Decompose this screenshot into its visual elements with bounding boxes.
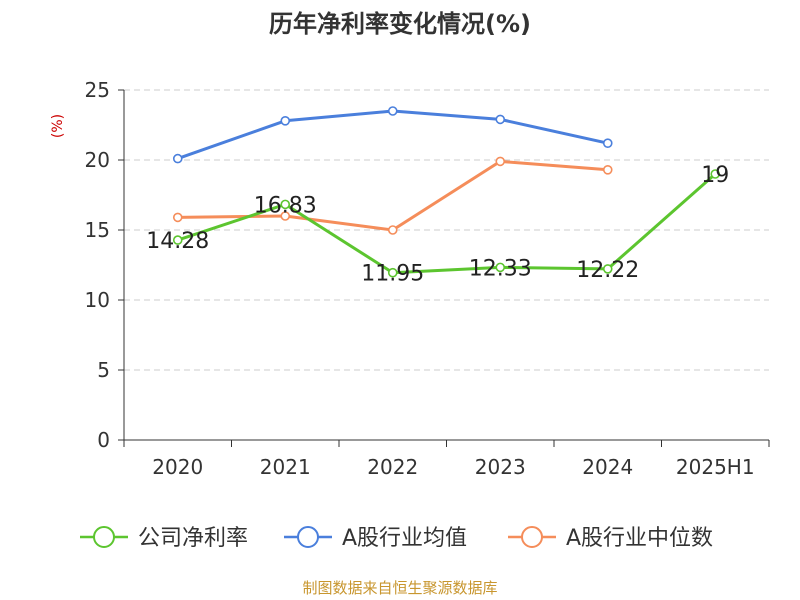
data-label: 11.95 [361, 262, 424, 287]
legend-marker [521, 526, 543, 548]
data-point [280, 211, 291, 221]
data-point [602, 138, 613, 148]
data-point [495, 156, 506, 167]
legend[interactable]: 公司净利率 A股行业均值 A股行业中位数 [80, 526, 713, 551]
data-point [602, 264, 613, 274]
y-tick-label: 0 [97, 428, 110, 452]
grid-lines [124, 89, 769, 371]
data-point [602, 165, 613, 175]
legend-marker [93, 526, 115, 548]
data-point [387, 267, 398, 278]
legend-marker [297, 526, 319, 548]
y-tick-label: 25 [85, 78, 110, 102]
legend-item[interactable]: A股行业中位数 [508, 526, 713, 551]
chart-title: 历年净利率变化情况(%) [269, 10, 531, 38]
x-tick-label: 2022 [367, 455, 418, 479]
data-label: 12.33 [469, 256, 532, 281]
data-point [172, 235, 183, 245]
legend-label: A股行业均值 [342, 526, 467, 551]
source-note: 制图数据来自恒生聚源数据库 [302, 579, 497, 597]
x-tick-label: 2023 [475, 455, 526, 479]
data-point [172, 212, 183, 223]
x-tick-label: 2025H1 [676, 455, 755, 479]
x-tick-label: 2020 [152, 455, 203, 479]
data-point [387, 225, 398, 235]
data-point [495, 262, 506, 273]
data-point [172, 153, 183, 164]
x-tick-label: 2021 [260, 455, 311, 479]
data-point [495, 114, 506, 125]
y-tick-label: 20 [85, 148, 110, 172]
legend-label: 公司净利率 [138, 526, 248, 551]
data-point [280, 199, 291, 210]
axes: 0 5 10 15 20 25 2020 2021 2022 2023 2024 2025H1 [85, 78, 770, 479]
y-tick-label: 5 [97, 358, 110, 382]
series-lines [172, 106, 721, 278]
data-point [387, 106, 398, 116]
series-line [177, 109, 609, 161]
data-label: 19 [701, 163, 729, 188]
y-tick-label: 15 [85, 218, 110, 242]
data-labels: 14.28 16.83 11.95 12.33 12.22 19 [146, 163, 729, 287]
data-point [280, 116, 291, 126]
data-label: 12.22 [576, 258, 639, 283]
y-tick-label: 10 [85, 288, 110, 312]
legend-label: A股行业中位数 [566, 526, 713, 551]
legend-item[interactable]: 公司净利率 [80, 526, 248, 551]
series-line [177, 172, 717, 275]
data-point [710, 169, 721, 179]
x-tick-label: 2024 [582, 455, 633, 479]
y-axis-label: (%) [50, 114, 66, 138]
data-label: 14.28 [146, 229, 209, 254]
data-label: 16.83 [254, 193, 317, 218]
legend-item[interactable]: A股行业均值 [284, 526, 467, 551]
